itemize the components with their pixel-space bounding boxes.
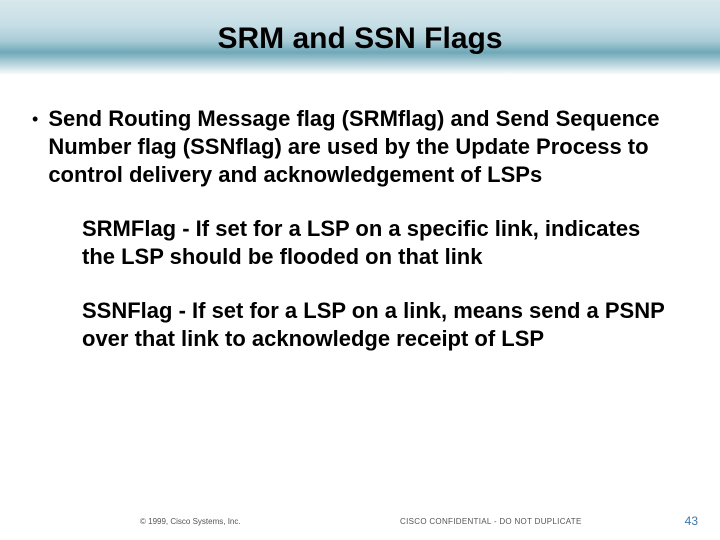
slide-title: SRM and SSN Flags	[0, 22, 720, 56]
bullet-marker: •	[32, 105, 38, 133]
footer-confidential: CISCO CONFIDENTIAL - DO NOT DUPLICATE	[400, 517, 582, 526]
footer-copyright: © 1999, Cisco Systems, Inc.	[140, 517, 241, 526]
content-area: • Send Routing Message flag (SRMflag) an…	[50, 105, 670, 353]
sub-item-lead: SRMFlag -	[82, 216, 196, 241]
main-bullet-row: • Send Routing Message flag (SRMflag) an…	[50, 105, 670, 189]
sub-item-lead: SSNFlag -	[82, 298, 192, 323]
page-number: 43	[685, 514, 698, 528]
sub-item-srm: SRMFlag - If set for a LSP on a specific…	[82, 215, 670, 271]
main-bullet-text: Send Routing Message flag (SRMflag) and …	[48, 105, 670, 189]
sub-item-ssn: SSNFlag - If set for a LSP on a link, me…	[82, 297, 670, 353]
